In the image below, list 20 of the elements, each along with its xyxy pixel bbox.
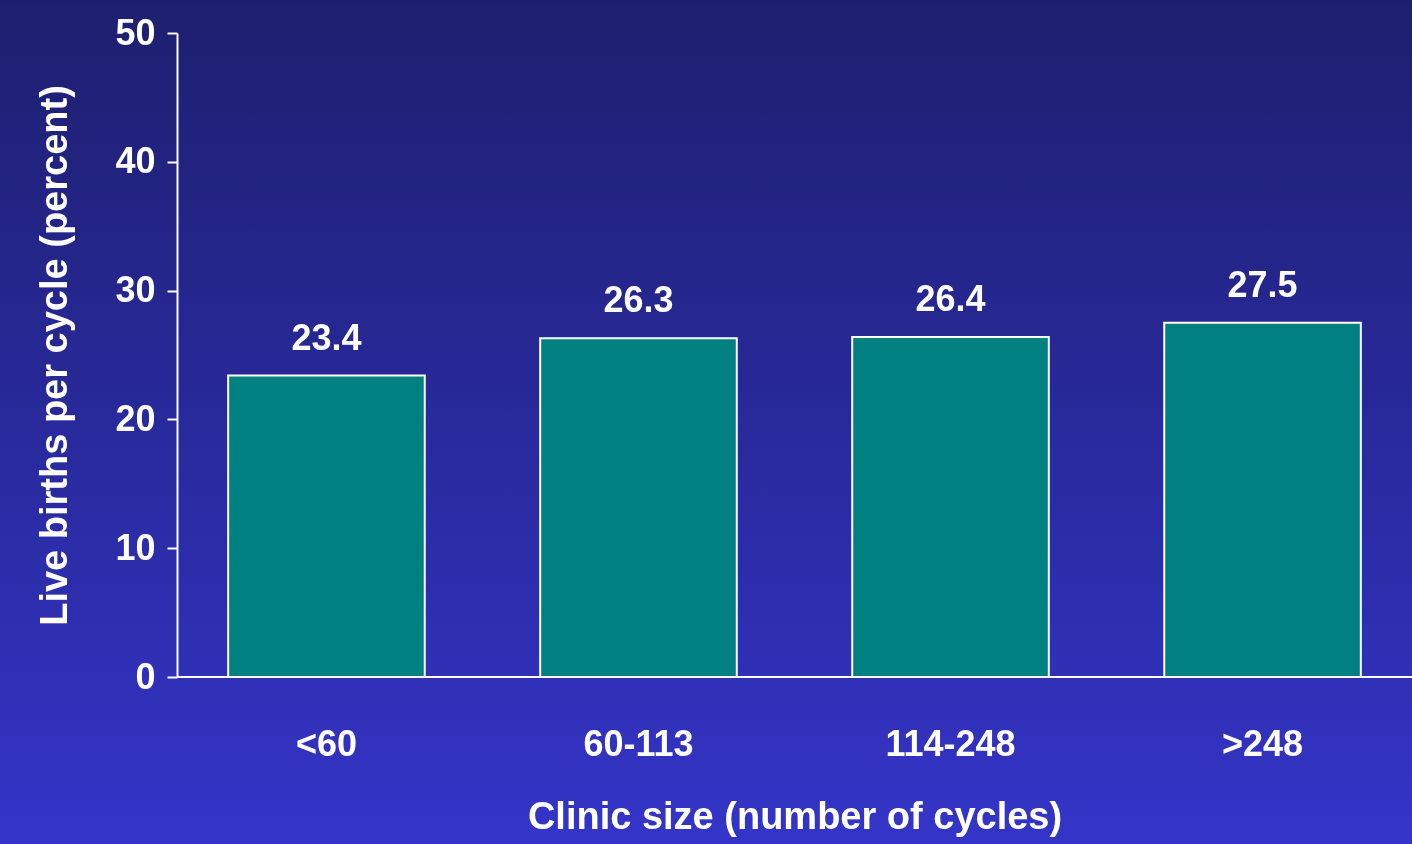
y-tick-label: 0 [135,655,156,697]
x-axis-title: Clinic size (number of cycles) [527,794,1063,837]
x-tick-label: <60 [295,722,357,764]
x-tick-label: 60-113 [583,722,694,764]
bar [227,374,426,678]
x-tick-label: >248 [1221,722,1304,764]
data-label: 26.3 [603,279,674,321]
data-label: 26.4 [915,277,986,319]
y-tick-label: 30 [115,269,156,311]
y-tick-label: 50 [115,11,156,53]
y-tick-label: 20 [115,397,156,439]
x-tick-label: 114-248 [885,722,1016,764]
y-tick-label: 10 [115,526,156,568]
data-label: 27.5 [1227,263,1298,305]
y-axis-title: Live births per cycle (percent) [33,85,76,626]
data-label: 23.4 [291,316,362,358]
bar [851,335,1050,678]
y-tick-label: 40 [115,140,156,182]
bar [1163,321,1362,678]
bar [539,337,738,678]
